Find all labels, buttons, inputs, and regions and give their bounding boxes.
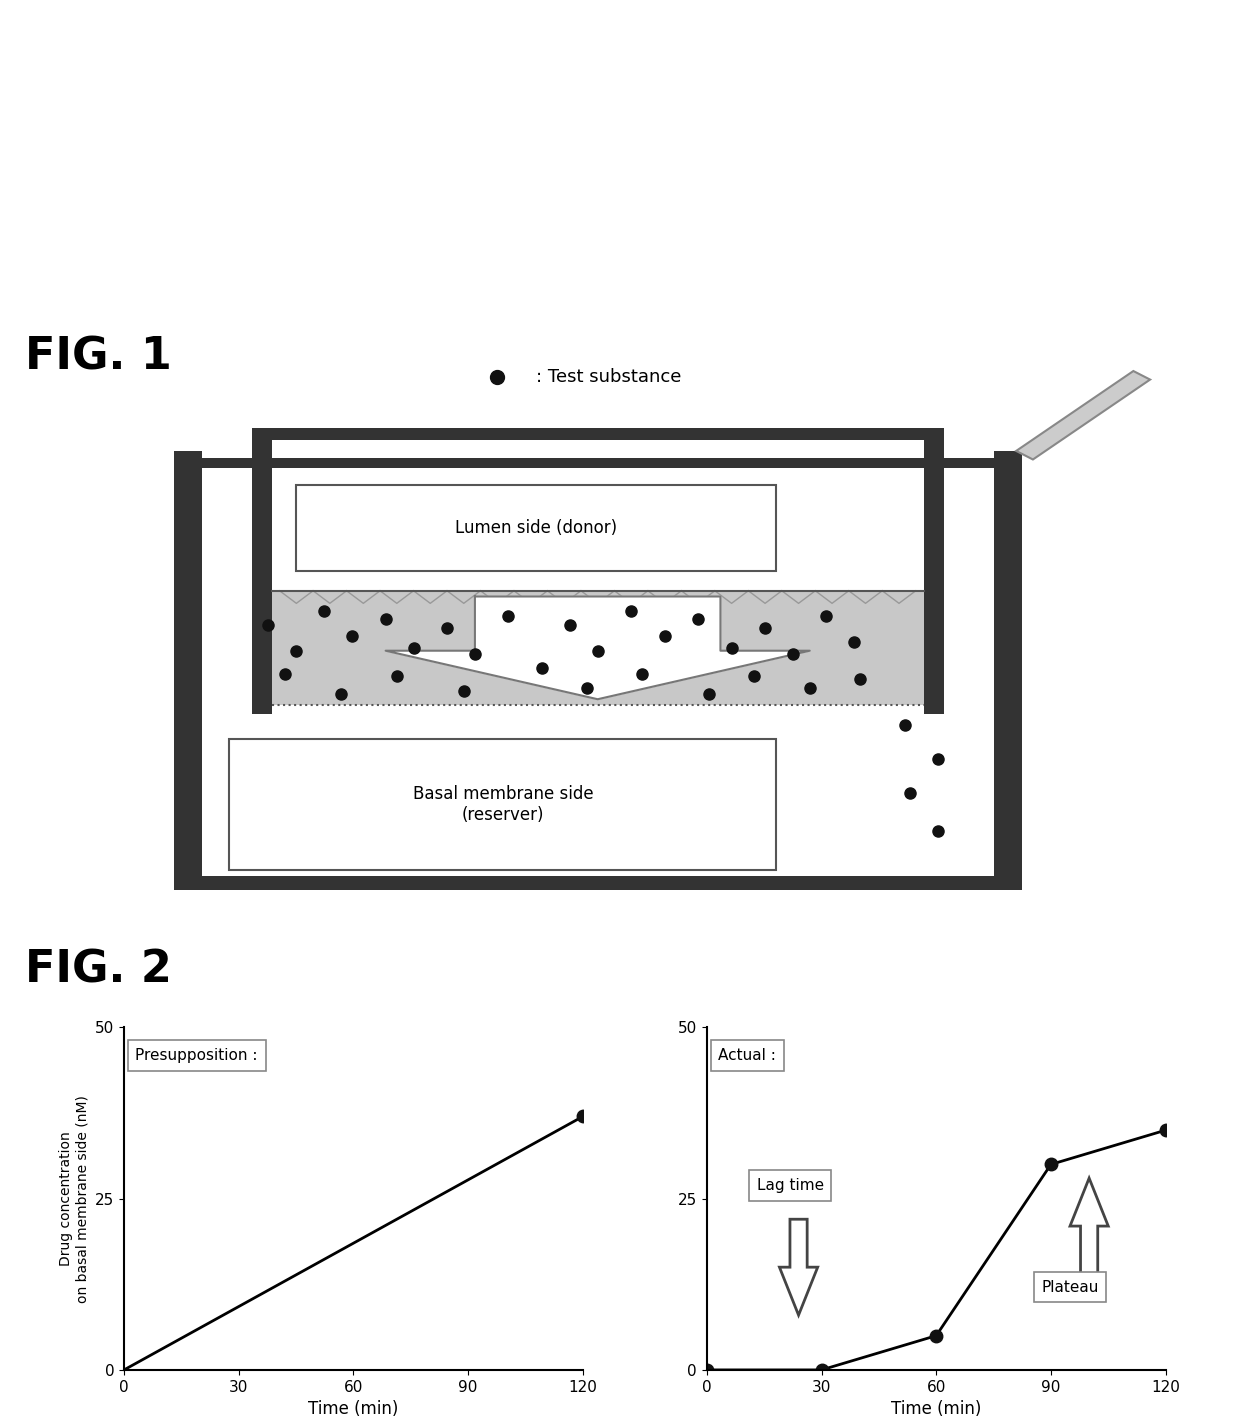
- FancyArrow shape: [1070, 1179, 1109, 1287]
- Bar: [174, 451, 202, 890]
- Bar: [201, 458, 252, 468]
- Polygon shape: [386, 596, 810, 699]
- FancyArrow shape: [780, 1219, 817, 1316]
- Text: Actual :: Actual :: [718, 1047, 776, 1063]
- X-axis label: Time (min): Time (min): [892, 1400, 981, 1418]
- Bar: [252, 428, 944, 440]
- X-axis label: Time (min): Time (min): [309, 1400, 398, 1418]
- Y-axis label: Drug concentration
on basal membrane side (nM): Drug concentration on basal membrane sid…: [60, 1095, 89, 1303]
- Text: Basal membrane side
(reserver): Basal membrane side (reserver): [413, 785, 593, 825]
- Text: : Test substance: : Test substance: [536, 368, 682, 385]
- Bar: [994, 451, 1022, 890]
- Polygon shape: [1017, 371, 1151, 459]
- Text: Presupposition :: Presupposition :: [135, 1047, 258, 1063]
- Bar: [229, 739, 776, 870]
- Text: Plateau: Plateau: [1042, 1280, 1099, 1294]
- Text: FIG. 2: FIG. 2: [25, 949, 171, 992]
- Bar: [252, 428, 272, 714]
- Bar: [296, 485, 776, 571]
- Text: FIG. 1: FIG. 1: [25, 335, 171, 378]
- Bar: [968, 458, 1018, 468]
- Bar: [201, 458, 968, 468]
- Text: Lumen side (donor): Lumen side (donor): [455, 519, 618, 537]
- Bar: [174, 876, 1022, 890]
- Bar: [272, 591, 924, 705]
- Bar: [924, 428, 944, 714]
- Text: Lag time: Lag time: [756, 1179, 823, 1193]
